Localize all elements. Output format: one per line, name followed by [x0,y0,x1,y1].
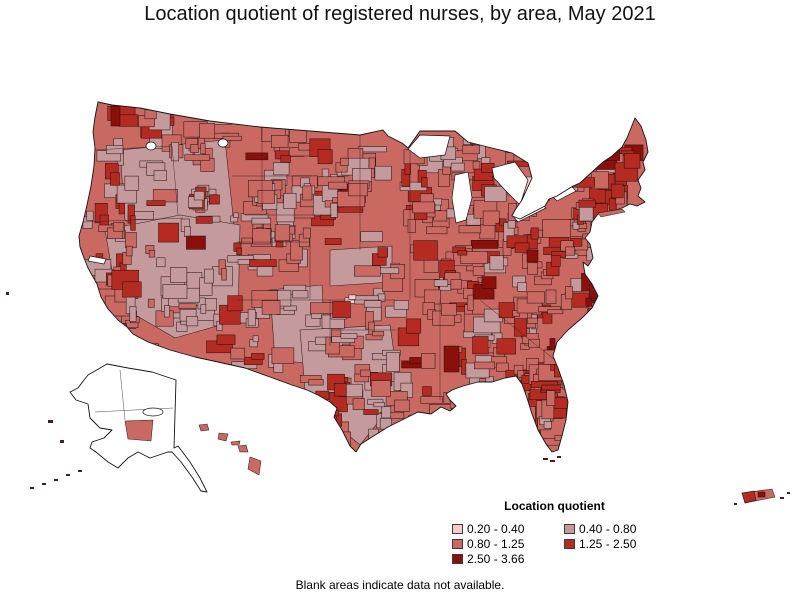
no-data-hole-montana [217,138,229,148]
mainland-outline [78,101,649,453]
legend-label: 1.25 - 2.50 [579,537,637,551]
long-island [597,208,626,218]
legend-swatch [452,554,463,564]
aleutian-islands [6,292,82,489]
puerto-rico [734,488,790,505]
legend-swatch [564,524,575,534]
anchorage-area [124,419,154,442]
island-hawaii [247,456,262,476]
legend-swatch [564,539,575,549]
legend-label: 2.50 - 3.66 [467,552,525,566]
legend-item: 0.20 - 0.40 [452,522,524,536]
no-data-hole-idaho [145,141,157,151]
san-francisco-bay [87,255,107,265]
puerto-rico-west [741,490,757,504]
page-title: Location quotient of registered nurses, … [144,3,656,25]
legend: Location quotient 0.20 - 0.40 0.40 - 0.80… [452,499,677,570]
state-boundaries [82,127,556,400]
alaska-base [69,363,208,493]
island-oahu [217,432,229,442]
legend-title: Location quotient [504,499,605,513]
alaska [6,292,208,493]
lake-michigan [451,171,473,224]
legend-label: 0.20 - 0.40 [467,522,525,536]
legend-items: 0.20 - 0.40 0.40 - 0.80 0.80 - 1.25 1.25 - … [452,522,677,570]
legend-swatch [452,524,463,534]
legend-item: 0.40 - 0.80 [564,522,636,536]
mainland [78,101,649,462]
legend-swatch [452,539,463,549]
lake-superior [407,134,451,159]
florida-keys [543,456,561,462]
legend-label: 0.80 - 1.25 [467,537,525,551]
legend-label: 0.40 - 0.80 [579,522,637,536]
island-maui [237,444,249,453]
legend-item: 1.25 - 2.50 [564,537,636,551]
spot-appalachia-dark [526,249,539,263]
hawaii [198,423,262,476]
island-kauai [198,423,210,432]
no-data-hole-alaska [142,407,164,417]
footnote: Blank areas indicate data not available. [295,578,505,592]
legend-item: 0.80 - 1.25 [452,537,524,551]
spot-puget-sound-dark [110,105,121,127]
puerto-rico-metro [757,491,766,498]
island-molokai [230,440,241,446]
legend-item: 2.50 - 3.66 [452,552,524,566]
spot-mississippi-dark [443,345,460,373]
